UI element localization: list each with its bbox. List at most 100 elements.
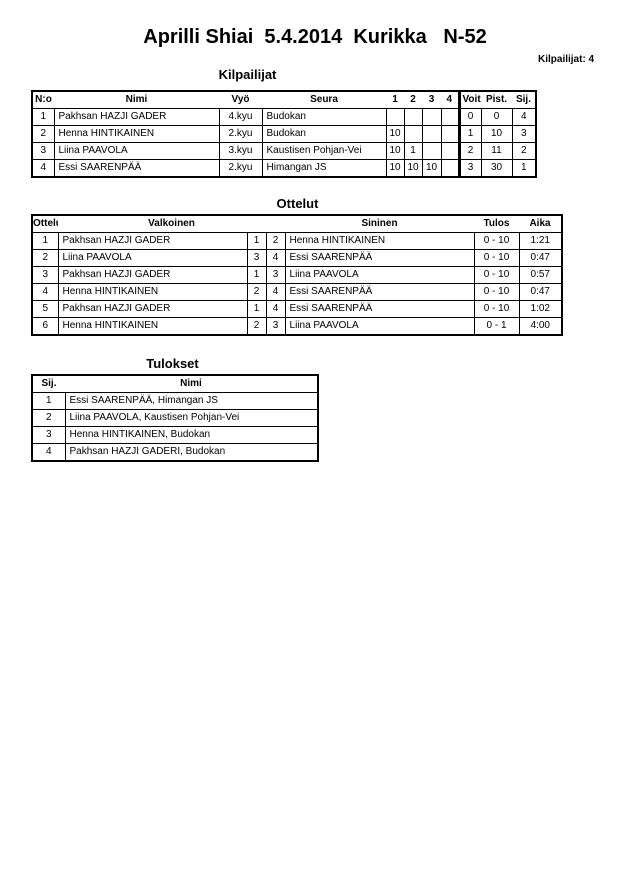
competitor-name: Henna HINTIKAINEN (53, 125, 220, 143)
result-place: 1 (31, 392, 66, 410)
blue-name: Liina PAAVOLA (284, 317, 475, 336)
blue-name: Essi SAARENPÄÄ (284, 283, 475, 301)
match-time: 4:00 (518, 317, 563, 336)
white-number: 3 (246, 249, 267, 267)
blue-name: Essi SAARENPÄÄ (284, 300, 475, 318)
match-time: 0:47 (518, 249, 563, 267)
match-number: 4 (31, 283, 59, 301)
result-row: 4 Pakhsan HAZJI GADERI, Budokan (31, 443, 319, 462)
competitor-belt: 2.kyu (218, 159, 263, 178)
match-result: 0 - 10 (473, 266, 520, 284)
blue-number: 4 (265, 283, 286, 301)
competitor-belt: 4.kyu (218, 108, 263, 126)
competitor-club: Kaustisen Pohjan-Vei (261, 142, 387, 160)
competitor-count: Kilpailijat: 4 (538, 54, 595, 65)
header-ottelu: Ottelu (32, 214, 58, 233)
result-place: 4 (31, 443, 66, 462)
match-result: 0 - 10 (473, 249, 520, 267)
match-row: 5 Pakhsan HAZJI GADER 1 4 Essi SAARENPÄÄ 0 - … (31, 300, 563, 318)
competitor-points: 30 (480, 159, 513, 178)
score-3 (421, 142, 442, 160)
competitor-number: 2 (31, 125, 55, 143)
match-number: 3 (31, 266, 59, 284)
score-2 (403, 108, 423, 126)
competitor-row: 2 Henna HINTIKAINEN 2.kyu Budokan 10 1 10 3 (31, 125, 537, 143)
match-time: 0:57 (518, 266, 563, 284)
matches-heading: Ottelut (276, 196, 319, 211)
match-result: 0 - 10 (473, 232, 520, 250)
blue-number: 2 (265, 232, 286, 250)
white-number: 1 (246, 232, 267, 250)
match-row: 6 Henna HINTIKAINEN 2 3 Liina PAAVOLA 0 - 1 4:… (31, 317, 563, 336)
result-name: Liina PAAVOLA, Kaustisen Pohjan-Vei (64, 409, 319, 427)
header-sininen: Sininen (285, 214, 475, 233)
score-2 (403, 125, 423, 143)
competitor-wins: 2 (457, 142, 482, 160)
competitor-row: 3 Liina PAAVOLA 3.kyu Kaustisen Pohjan-Vei 1… (31, 142, 537, 160)
white-name: Liina PAAVOLA (57, 249, 248, 267)
result-name: Pakhsan HAZJI GADERI, Budokan (64, 443, 319, 462)
white-number: 2 (246, 317, 267, 336)
white-number: 1 (246, 300, 267, 318)
match-number: 1 (31, 232, 59, 250)
page-title: Aprilli Shiai 5.4.2014 Kurikka N-52 (143, 26, 487, 48)
header-valkoinen: Valkoinen (58, 214, 286, 233)
score-2: 1 (403, 142, 423, 160)
blue-number: 4 (265, 249, 286, 267)
result-name: Henna HINTIKAINEN, Budokan (64, 426, 319, 444)
competitor-place: 4 (511, 108, 537, 126)
white-name: Pakhsan HAZJI GADER (57, 266, 248, 284)
competitor-points: 0 (480, 108, 513, 126)
header-col-2: Vyö (219, 90, 262, 109)
score-1 (385, 108, 405, 126)
competitor-number: 4 (31, 159, 55, 178)
competitor-club: Budokan (261, 125, 387, 143)
match-row: 3 Pakhsan HAZJI GADER 1 3 Liina PAAVOLA 0 - 1… (31, 266, 563, 284)
match-time: 0:47 (518, 283, 563, 301)
header-col-3: Seura (262, 90, 386, 109)
header-col-1: Nimi (54, 90, 219, 109)
score-3 (421, 125, 442, 143)
blue-name: Liina PAAVOLA (284, 266, 475, 284)
match-time: 1:02 (518, 300, 563, 318)
header-col-10: Sij. (512, 90, 536, 109)
competitor-points: 10 (480, 125, 513, 143)
score-3: 10 (421, 159, 442, 178)
header-sij: Sij. (32, 374, 65, 393)
result-name: Essi SAARENPÄÄ, Himangan JS (64, 392, 319, 410)
competitor-place: 2 (511, 142, 537, 160)
white-number: 1 (246, 266, 267, 284)
score-4 (440, 159, 460, 178)
competitor-wins: 3 (457, 159, 482, 178)
competitor-number: 3 (31, 142, 55, 160)
header-nimi: Nimi (65, 374, 318, 393)
header-col-5: 2 (404, 90, 422, 109)
score-4 (440, 125, 460, 143)
competitor-place: 1 (511, 159, 537, 178)
match-number: 2 (31, 249, 59, 267)
blue-number: 3 (265, 266, 286, 284)
match-row: 4 Henna HINTIKAINEN 2 4 Essi SAARENPÄÄ 0 - 10… (31, 283, 563, 301)
match-number: 6 (31, 317, 59, 336)
blue-name: Henna HINTIKAINEN (284, 232, 475, 250)
score-1: 10 (385, 142, 405, 160)
competitor-club: Budokan (261, 108, 387, 126)
white-name: Henna HINTIKAINEN (57, 317, 248, 336)
result-place: 2 (31, 409, 66, 427)
competitor-name: Essi SAARENPÄÄ (53, 159, 220, 178)
competitor-name: Pakhsan HAZJI GADER (53, 108, 220, 126)
competitor-row: 1 Pakhsan HAZJI GADER 4.kyu Budokan 0 0 4 (31, 108, 537, 126)
score-1: 10 (385, 125, 405, 143)
competitor-row: 4 Essi SAARENPÄÄ 2.kyu Himangan JS 10 10 10 3 30… (31, 159, 537, 178)
competitor-place: 3 (511, 125, 537, 143)
score-4 (440, 108, 460, 126)
blue-number: 3 (265, 317, 286, 336)
competitor-wins: 1 (457, 125, 482, 143)
header-aika: Aika (519, 214, 563, 233)
results-heading: Tulokset (146, 356, 199, 371)
header-col-6: 3 (422, 90, 441, 109)
match-row: 1 Pakhsan HAZJI GADER 1 2 Henna HINTIKAINEN 0… (31, 232, 563, 250)
competitor-name: Liina PAAVOLA (53, 142, 220, 160)
